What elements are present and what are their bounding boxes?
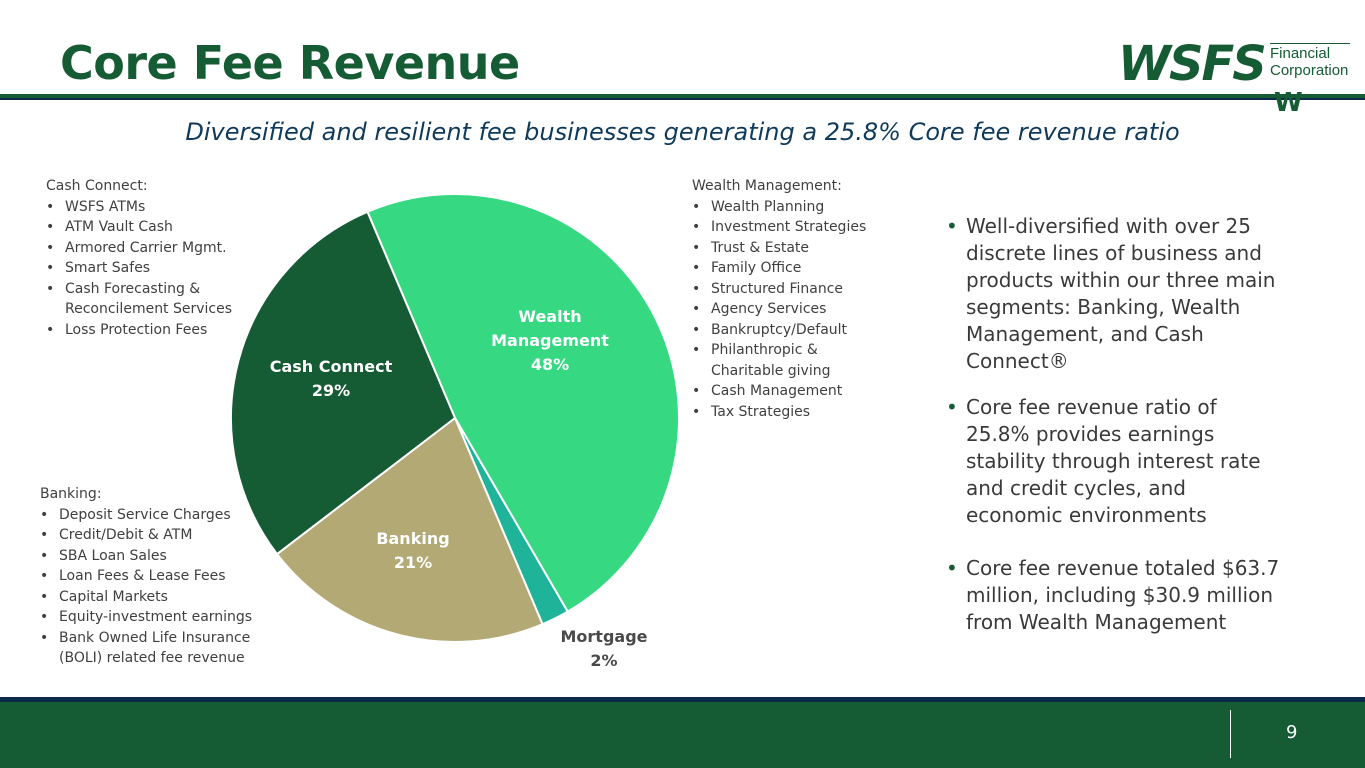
pie-label-line: Banking [376,529,449,548]
wealth-list: Wealth Management: Wealth Planning Inves… [692,176,892,422]
pie-label-wealth-management: Wealth Management 48% [491,307,609,374]
list-item: Capital Markets [40,587,270,608]
list-item: Cash Forecasting & Reconcilement Services [46,279,266,320]
pie-label-cash-connect: Cash Connect 29% [270,357,393,400]
pie-label-line: Management [491,331,609,350]
list-item-text: Cash Forecasting & [65,280,201,297]
list-item: Credit/Debit & ATM [40,525,270,546]
page-number: 9 [1286,722,1298,743]
list-item: Armored Carrier Mgmt. [46,238,266,259]
list-item: Trust & Estate [692,238,892,259]
list-item-cont: Reconcilement Services [65,301,233,317]
pie-slice-cash-connect [230,210,457,556]
pie-slice-wealth-management [366,193,681,613]
list-item: Bank Owned Life Insurance (BOLI) related … [40,628,270,669]
pie-label-mortgage: Mortgage 2% [560,627,647,670]
pie-label-line: 29% [312,381,350,400]
list-item: WSFS ATMs [46,197,266,218]
list-item-cont: Charitable giving [711,362,831,379]
header-rule-navy [0,98,1365,100]
cash-connect-heading: Cash Connect: [46,178,148,194]
list-item: Agency Services [692,299,892,320]
logo-line-2: Corporation [1270,62,1349,79]
list-item: Deposit Service Charges [40,505,270,526]
wealth-heading: Wealth Management: [692,178,842,194]
pie-label-banking: Banking 21% [376,529,449,572]
list-item: Wealth Planning [692,197,892,218]
footer-rule [0,697,1365,702]
list-item: Philanthropic & Charitable giving [692,340,892,381]
banking-heading: Banking: [40,486,102,502]
pie-label-line: 21% [394,553,432,572]
list-item: Investment Strategies [692,217,892,238]
header-rule [0,94,1365,98]
list-item: ATM Vault Cash [46,217,266,238]
footer-divider [1230,710,1231,758]
logo-divider [1270,43,1350,44]
pie-label-line: Wealth [518,307,581,326]
logo-subtext: Financial Corporation [1270,45,1348,79]
list-item: Loan Fees & Lease Fees [40,566,270,587]
list-item: Family Office [692,258,892,279]
banking-list: Banking: Deposit Service Charges Credit/… [40,484,270,669]
key-point: Well-diversified with over 25 discrete l… [946,213,1286,375]
list-item-text: Bank Owned Life Insurance [59,629,251,646]
list-item-text: Philanthropic & [711,342,818,358]
logo-w-mark: W [1274,88,1303,118]
list-item: Bankruptcy/Default [692,320,892,341]
pie-label-line: Cash Connect [270,357,393,376]
pie-label-line: 2% [590,651,617,670]
list-item-cont: (BOLI) related fee revenue [59,650,245,666]
page-title: Core Fee Revenue [60,36,520,90]
page-subtitle: Diversified and resilient fee businesses… [185,118,1180,146]
logo-line-1: Financial [1270,45,1331,62]
pie-slice-banking [275,416,544,643]
list-item: Smart Safes [46,258,266,279]
logo-wordmark: WSFS [1118,36,1267,92]
key-point: Core fee revenue totaled $63.7 million, … [946,555,1286,636]
list-item: Tax Strategies [692,402,892,423]
pie-label-line: 48% [531,355,569,374]
list-item: Loss Protection Fees [46,320,266,341]
list-item: Structured Finance [692,279,892,300]
key-point: Core fee revenue ratio of 25.8% provides… [946,394,1286,529]
list-item: SBA Loan Sales [40,546,270,567]
wsfs-logo: WSFS Financial Corporation W [1118,40,1354,116]
pie-label-line: Mortgage [560,627,647,646]
footer-bar [0,702,1365,768]
list-item: Cash Management [692,381,892,402]
list-item: Equity-investment earnings [40,607,270,628]
cash-connect-list: Cash Connect: WSFS ATMs ATM Vault Cash A… [46,176,266,340]
key-points: Well-diversified with over 25 discrete l… [946,213,1286,655]
